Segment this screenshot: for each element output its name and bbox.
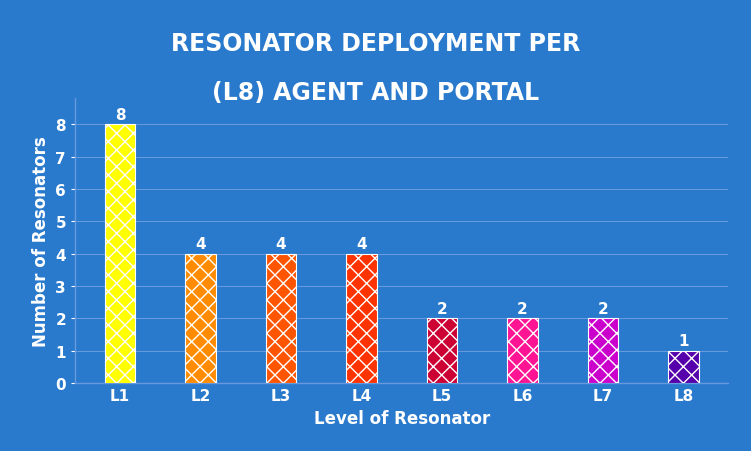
Bar xyxy=(588,319,618,383)
X-axis label: Level of Resonator: Level of Resonator xyxy=(314,409,490,427)
Text: (L8) AGENT AND PORTAL: (L8) AGENT AND PORTAL xyxy=(212,81,539,105)
Bar xyxy=(346,254,377,383)
Text: 8: 8 xyxy=(115,107,125,123)
Text: 2: 2 xyxy=(598,301,608,316)
Text: RESONATOR DEPLOYMENT PER: RESONATOR DEPLOYMENT PER xyxy=(171,32,580,55)
Bar xyxy=(266,254,297,383)
Bar xyxy=(105,125,135,383)
Bar xyxy=(507,319,538,383)
Text: 2: 2 xyxy=(436,301,448,316)
Y-axis label: Number of Resonators: Number of Resonators xyxy=(32,136,50,346)
Bar xyxy=(185,254,216,383)
Text: 4: 4 xyxy=(276,237,286,252)
Bar xyxy=(427,319,457,383)
Text: 4: 4 xyxy=(195,237,206,252)
Text: 2: 2 xyxy=(517,301,528,316)
Text: 4: 4 xyxy=(356,237,366,252)
Text: 1: 1 xyxy=(678,333,689,349)
Bar xyxy=(668,351,698,383)
